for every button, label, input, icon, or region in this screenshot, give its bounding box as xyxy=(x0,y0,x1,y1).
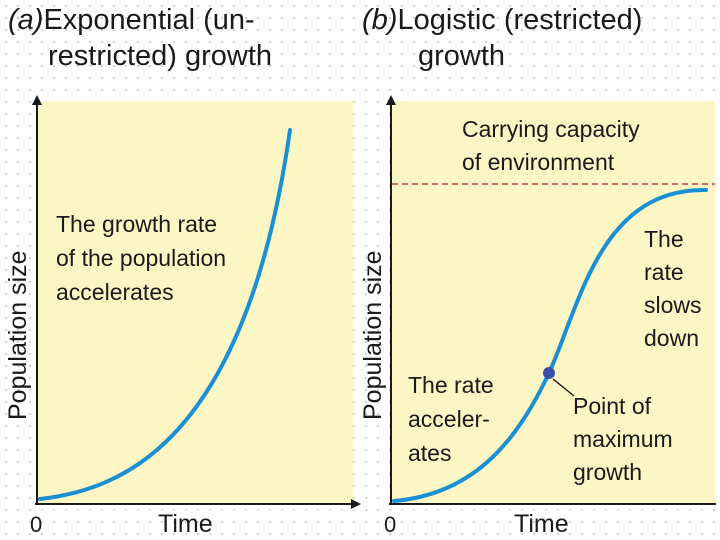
slows-label-line1: The xyxy=(644,226,684,252)
slows-label-line3: slows xyxy=(644,292,702,318)
panel-b-y-axis-label: Population size xyxy=(359,250,387,420)
panel-a-title-line1: Exponential (un- xyxy=(43,4,255,36)
panel-a-title: (a)Exponential (un- restricted) growth xyxy=(8,2,272,74)
panel-b-title-line1: Logistic (restricted) xyxy=(397,4,643,36)
panel-a-annotation-line3: accelerates xyxy=(56,279,174,305)
accel-label-line1: The rate xyxy=(408,372,494,398)
panel-a-y-axis-label: Population size xyxy=(4,250,32,420)
panel-b-background xyxy=(391,101,715,504)
panel-a-background xyxy=(37,101,353,504)
panel-b-label: (b) xyxy=(362,4,398,36)
accel-label-line3: ates xyxy=(408,440,451,466)
point-label-line3: growth xyxy=(573,459,642,485)
panel-b-plot: Population size 0 Time Carrying capacity… xyxy=(359,95,716,538)
panel-a-x-axis-label: Time xyxy=(158,510,213,538)
point-label-line1: Point of xyxy=(573,393,652,419)
panel-b-x-axis-label: Time xyxy=(514,510,569,538)
panel-a-title-line2: restricted) growth xyxy=(48,40,273,72)
slows-label-line2: rate xyxy=(644,259,684,285)
point-leader-line xyxy=(552,378,575,397)
panel-b-origin-label: 0 xyxy=(384,512,396,537)
capacity-label-line2: of environment xyxy=(462,149,615,175)
maximum-growth-point xyxy=(543,367,555,379)
panel-a-origin-label: 0 xyxy=(30,512,42,537)
exponential-curve xyxy=(38,128,292,501)
panel-a-annotation-line2: of the population xyxy=(56,245,226,271)
panel-a-plot: Population size 0 Time The growth rate o… xyxy=(4,95,361,538)
capacity-label-line1: Carrying capacity xyxy=(462,116,640,142)
slows-label-line4: down xyxy=(644,325,699,351)
panel-a-label: (a) xyxy=(8,4,44,36)
accel-label-line2: acceler- xyxy=(408,406,490,432)
point-label-line2: maximum xyxy=(573,426,673,452)
panel-b-title-line2: growth xyxy=(418,40,506,72)
panel-a-annotation-line1: The growth rate xyxy=(56,211,217,237)
panel-b-title: (b)Logistic (restricted) growth xyxy=(362,2,642,74)
